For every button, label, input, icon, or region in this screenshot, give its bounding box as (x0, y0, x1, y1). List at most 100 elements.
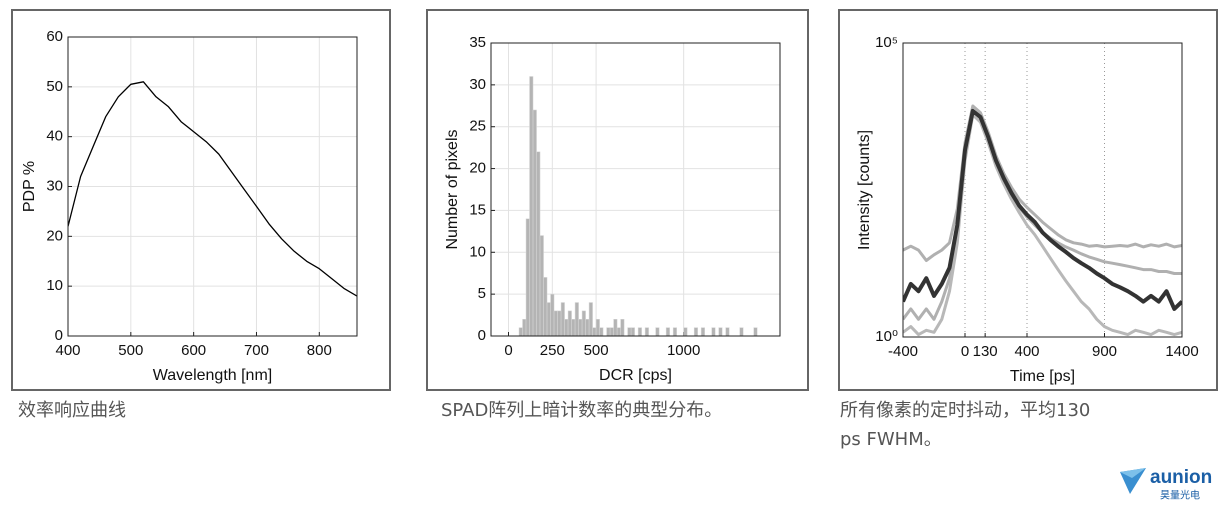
y-tick-label: 25 (469, 118, 486, 135)
histogram-bar (599, 327, 604, 337)
plot-frame (902, 42, 1183, 338)
histogram-bar (683, 327, 688, 337)
histogram-bar (665, 327, 670, 337)
x-tick-label: 1400 (1165, 343, 1198, 360)
x-tick-label: 130 (973, 343, 998, 360)
y-tick-label: 0 (55, 327, 63, 344)
histogram-bar (718, 327, 723, 337)
histogram-bar (567, 310, 572, 337)
x-tick-label: 250 (540, 342, 565, 359)
x-tick-label: 700 (244, 342, 269, 359)
histogram-bar (637, 327, 642, 337)
data-line (68, 81, 357, 297)
data-line (903, 113, 1182, 337)
caption: 所有像素的定时抖动，平均130 (840, 400, 1090, 421)
y-tick-label: 30 (46, 177, 63, 194)
histogram-bar (609, 327, 614, 337)
x-tick-label: 400 (1014, 343, 1039, 360)
histogram-bar (585, 319, 590, 337)
histogram-bar (532, 109, 537, 337)
histogram-bar (630, 327, 635, 337)
histogram-bar (543, 277, 548, 337)
x-tick-label: 400 (55, 342, 80, 359)
histogram-bar (725, 327, 730, 337)
histogram-bar (672, 327, 677, 337)
histogram-bar (546, 302, 551, 337)
histogram-bar (616, 327, 621, 337)
y-axis-label: Intensity [counts] (856, 130, 873, 250)
y-tick-label: 10 (469, 243, 486, 260)
caption: SPAD阵列上暗计数率的典型分布。 (441, 400, 722, 421)
histogram-bar (592, 327, 597, 337)
y-tick-label: 40 (46, 128, 63, 145)
y-axis-label: PDP % (21, 161, 38, 212)
histogram-bar (557, 310, 562, 337)
y-tick-label: 20 (46, 227, 63, 244)
y-tick-label: 10⁵ (875, 34, 898, 51)
x-axis-label: DCR [cps] (599, 367, 672, 384)
y-axis-label: Number of pixels (444, 129, 461, 249)
plot-frame (67, 36, 358, 337)
y-tick-label: 10 (46, 277, 63, 294)
data-line (903, 104, 1182, 262)
panel-frame (11, 9, 391, 391)
x-tick-label: 0 (961, 343, 969, 360)
histogram-bar (613, 319, 618, 337)
x-tick-label: 0 (504, 342, 512, 359)
x-axis-label: Wavelength [nm] (153, 367, 272, 384)
histogram-bar (595, 319, 600, 337)
y-tick-label: 60 (46, 28, 63, 45)
histogram-bar (574, 302, 579, 337)
histogram-bar (693, 327, 698, 337)
x-tick-label: 1000 (667, 342, 700, 359)
histogram-bar (518, 327, 523, 337)
logo-subtitle: 昊量光电 (1160, 489, 1200, 502)
histogram-bar (550, 293, 555, 337)
histogram-bar (588, 302, 593, 337)
histogram-bar (627, 327, 632, 337)
x-tick-label: 800 (307, 342, 332, 359)
histogram-bar (606, 327, 611, 337)
x-tick-label: 600 (181, 342, 206, 359)
histogram-bar (536, 151, 541, 337)
y-tick-label: 15 (469, 201, 486, 218)
y-tick-label: 10⁰ (875, 328, 898, 345)
histogram-bar (581, 310, 586, 337)
histogram-bar (620, 319, 625, 337)
panel-frame (426, 9, 809, 391)
histogram-bar (560, 302, 565, 337)
histogram-bar (529, 76, 534, 337)
y-tick-label: 30 (469, 76, 486, 93)
y-tick-label: 5 (478, 285, 486, 302)
y-tick-label: 0 (478, 327, 486, 344)
y-tick-label: 35 (469, 34, 486, 51)
caption: ps FWHM。 (840, 429, 942, 450)
caption: 效率响应曲线 (18, 400, 126, 421)
histogram-bar (522, 319, 527, 337)
histogram-bar (655, 327, 660, 337)
plot-frame (490, 42, 781, 337)
y-tick-label: 50 (46, 78, 63, 95)
histogram-bar (711, 327, 716, 337)
histogram-bar (753, 327, 758, 337)
logo-name: aunion (1150, 467, 1212, 488)
histogram-bar (525, 218, 530, 337)
data-line (903, 108, 1182, 311)
y-tick-label: 20 (469, 160, 486, 177)
x-tick-label: -400 (888, 343, 918, 360)
histogram-bar (739, 327, 744, 337)
x-tick-label: 500 (584, 342, 609, 359)
histogram-bar (644, 327, 649, 337)
histogram-bar (539, 235, 544, 337)
histogram-bar (553, 310, 558, 337)
histogram-bar (564, 319, 569, 337)
histogram-bar (571, 319, 576, 337)
histogram-bar (578, 319, 583, 337)
x-axis-label: Time [ps] (1010, 368, 1075, 385)
logo-icon-highlight (1120, 468, 1146, 478)
panel-frame (838, 9, 1218, 391)
x-tick-label: 900 (1092, 343, 1117, 360)
x-tick-label: 500 (118, 342, 143, 359)
